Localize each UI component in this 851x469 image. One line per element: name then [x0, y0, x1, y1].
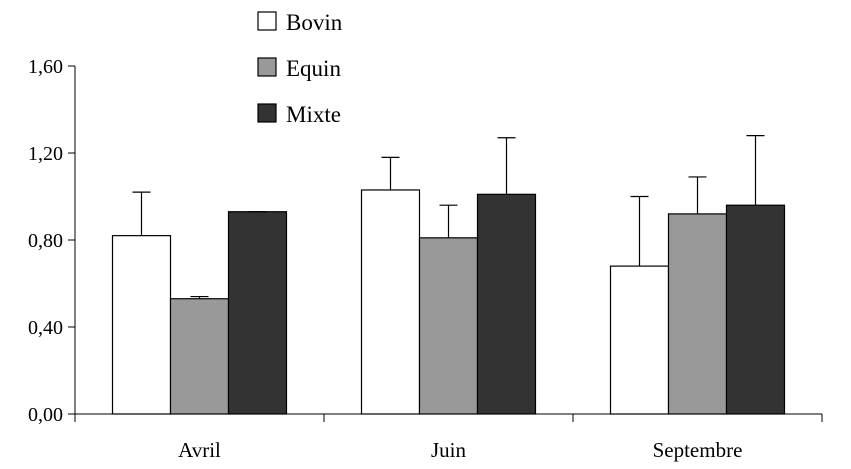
- legend-label-bovin: Bovin: [286, 10, 343, 35]
- bar-equin-juin: [418, 237, 479, 415]
- bar-bovin-juin: [360, 189, 421, 415]
- legend-swatch-equin: [257, 57, 277, 77]
- bar-bovin-septembre: [609, 265, 670, 415]
- legend-label-mixte: Mixte: [286, 102, 341, 127]
- bar-equin-septembre: [667, 213, 728, 415]
- x-category-label: Septembre: [653, 438, 743, 462]
- bar-mixte-septembre: [725, 204, 786, 415]
- bar-bovin-avril: [111, 235, 172, 415]
- legend-swatch-mixte: [257, 103, 277, 123]
- x-axis: Avril Juin Septembre: [74, 413, 823, 462]
- y-tick-label: 0,00: [28, 404, 63, 426]
- legend-swatch-bovin: [257, 11, 277, 31]
- bar-mixte-avril: [227, 211, 288, 415]
- y-tick-label: 0,80: [28, 230, 63, 252]
- x-category-label: Avril: [178, 438, 221, 462]
- legend-label-equin: Equin: [286, 56, 341, 81]
- bar-mixte-juin: [476, 193, 537, 415]
- y-tick-label: 1,60: [28, 56, 63, 78]
- bars: [111, 189, 786, 415]
- legend: Bovin Equin Mixte: [257, 10, 343, 127]
- x-category-label: Juin: [431, 438, 467, 462]
- y-tick-label: 1,20: [28, 143, 63, 165]
- y-tick-label: 0,40: [28, 317, 63, 339]
- y-axis: 0,00 0,40 0,80 1,20 1,60: [28, 56, 76, 426]
- bar-equin-avril: [169, 298, 230, 415]
- error-bars: [132, 135, 765, 299]
